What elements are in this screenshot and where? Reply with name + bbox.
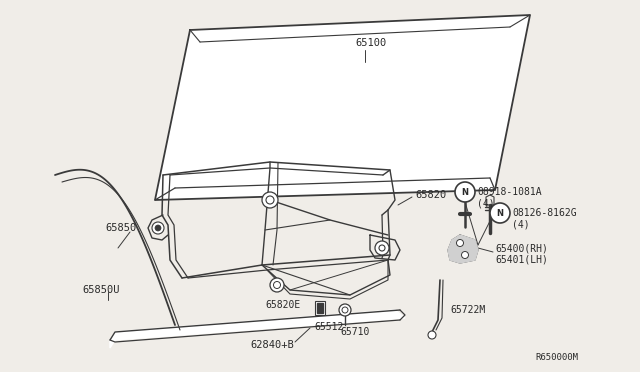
Bar (315, 301, 325, 315)
Text: 65820E: 65820E (265, 300, 300, 310)
Text: 65401(LH): 65401(LH) (495, 254, 548, 264)
Text: 65820: 65820 (415, 190, 446, 200)
Circle shape (490, 203, 510, 223)
Text: N: N (497, 208, 504, 218)
Circle shape (342, 307, 348, 313)
Text: (4): (4) (477, 198, 495, 208)
Text: 65400(RH): 65400(RH) (495, 243, 548, 253)
Circle shape (155, 225, 161, 231)
Text: 08126-8162G: 08126-8162G (512, 208, 577, 218)
Circle shape (152, 222, 164, 234)
Text: 62840+B: 62840+B (250, 340, 294, 350)
Circle shape (273, 282, 280, 289)
Text: 65850: 65850 (105, 223, 136, 233)
Circle shape (456, 240, 463, 247)
Circle shape (461, 251, 468, 259)
Circle shape (262, 192, 278, 208)
Text: 08918-1081A: 08918-1081A (477, 187, 541, 197)
Bar (317, 303, 323, 313)
Text: 65722M: 65722M (450, 305, 485, 315)
Text: N: N (461, 187, 468, 196)
Text: (4): (4) (512, 219, 530, 229)
Circle shape (339, 304, 351, 316)
Circle shape (266, 196, 274, 204)
Polygon shape (448, 235, 478, 263)
Text: 65100: 65100 (355, 38, 387, 48)
Circle shape (428, 331, 436, 339)
Polygon shape (110, 310, 405, 348)
Circle shape (379, 245, 385, 251)
Text: R650000M: R650000M (535, 353, 578, 362)
Circle shape (270, 278, 284, 292)
Text: 65710: 65710 (340, 327, 369, 337)
Circle shape (375, 241, 389, 255)
Text: 65850U: 65850U (82, 285, 120, 295)
Circle shape (455, 182, 475, 202)
Text: 65512: 65512 (314, 322, 344, 332)
Polygon shape (155, 15, 530, 200)
